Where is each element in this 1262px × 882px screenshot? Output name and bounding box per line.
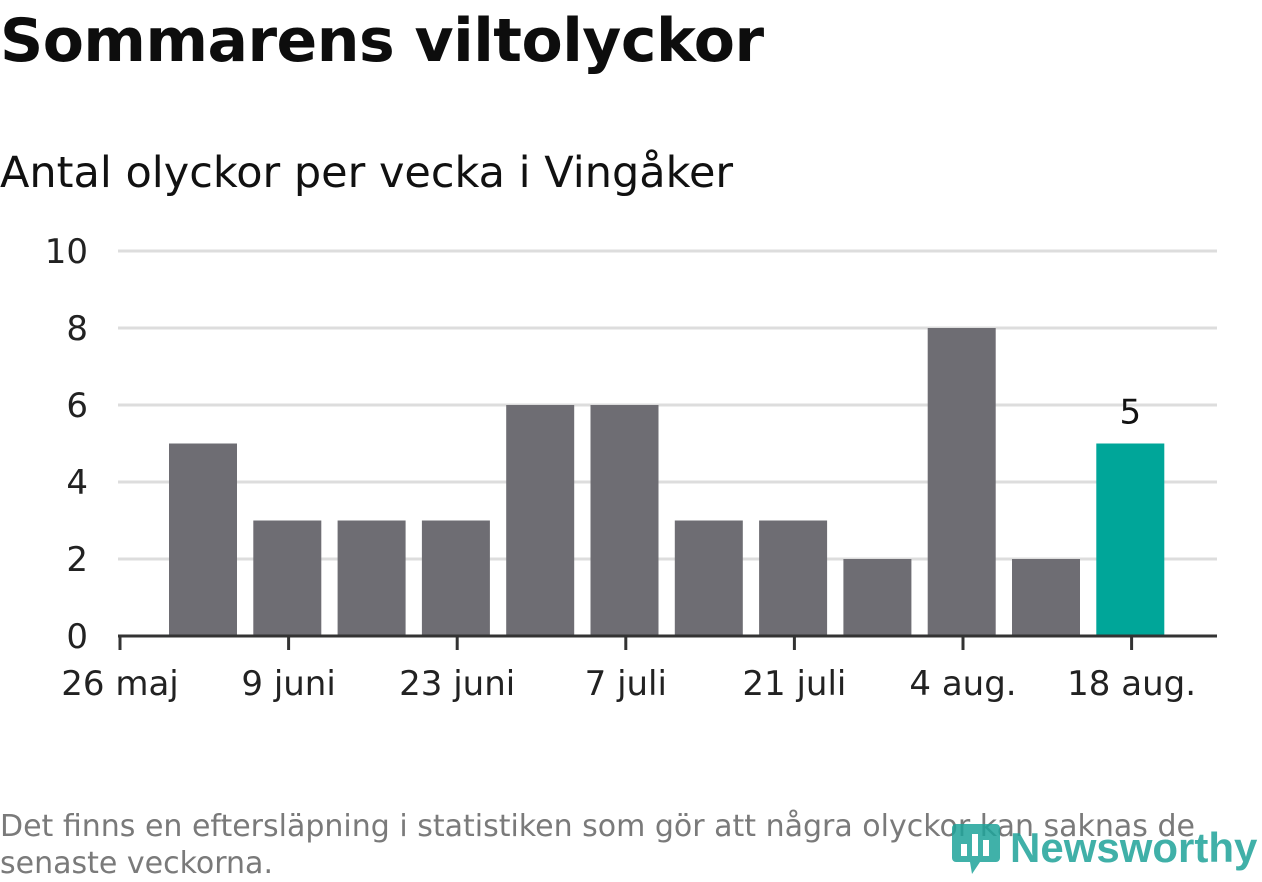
- chart-title: Sommarens viltolyckor: [0, 6, 764, 76]
- bar: [927, 328, 996, 636]
- chart-subtitle: Antal olyckor per vecka i Vingåker: [0, 148, 734, 198]
- bar: [253, 520, 322, 636]
- data-labels: 5: [1119, 393, 1141, 433]
- x-tick-label: 26 maj: [61, 664, 178, 704]
- newsworthy-logo-text: Newsworthy: [1010, 824, 1258, 871]
- bar: [1096, 443, 1165, 636]
- y-tick-label: 4: [66, 463, 88, 503]
- data-label: 5: [1119, 393, 1141, 433]
- bar: [590, 405, 659, 636]
- newsworthy-logo-icon: [952, 824, 1000, 874]
- bar: [1012, 559, 1080, 636]
- gridlines: [118, 249, 1217, 561]
- bars: [169, 328, 1165, 636]
- x-axis-ticks: 26 maj 9 juni 23 juni 7 juli 21 juli 4 aug. 18…: [61, 636, 1196, 704]
- bar: [169, 443, 237, 636]
- bar-chart: 0 2 4 6 8 10 26 maj 9 juni 23 juni 7 juli 21 juli…: [45, 232, 1217, 704]
- x-tick-label: 9 juni: [241, 664, 335, 704]
- x-tick-label: 21 juli: [742, 664, 846, 704]
- x-tick-label: 7 juli: [585, 664, 667, 704]
- x-tick-label: 18 aug.: [1067, 664, 1196, 704]
- bar: [421, 520, 490, 636]
- bar: [337, 520, 406, 636]
- x-tick-label: 4 aug.: [909, 664, 1016, 704]
- newsworthy-logo: Newsworthy: [950, 818, 1257, 878]
- y-tick-label: 6: [66, 386, 88, 426]
- bar: [674, 520, 743, 636]
- bar: [759, 520, 828, 636]
- bar: [843, 559, 912, 636]
- y-tick-label: 0: [66, 617, 88, 657]
- x-tick-label: 23 juni: [399, 664, 515, 704]
- y-tick-label: 8: [66, 309, 88, 349]
- bar: [506, 405, 575, 636]
- y-tick-label: 2: [66, 540, 88, 580]
- y-tick-label: 10: [45, 232, 88, 272]
- y-axis-ticks: 0 2 4 6 8 10: [45, 232, 88, 657]
